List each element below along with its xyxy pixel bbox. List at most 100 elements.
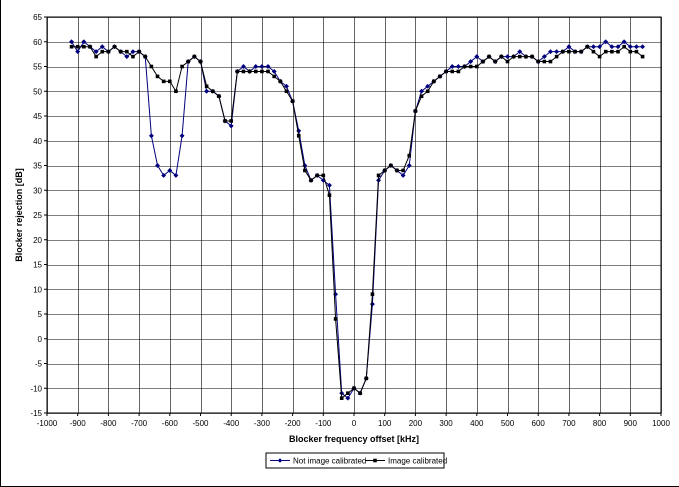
data-point bbox=[106, 49, 111, 54]
data-point bbox=[573, 49, 577, 54]
data-point bbox=[370, 292, 375, 296]
data-point bbox=[180, 64, 184, 69]
data-point bbox=[154, 162, 161, 169]
data-point bbox=[173, 172, 179, 178]
data-point bbox=[81, 39, 87, 45]
data-point bbox=[438, 74, 442, 79]
data-point bbox=[130, 49, 136, 55]
series-line-image-calibrated bbox=[71, 46, 643, 400]
data-point bbox=[253, 69, 258, 74]
data-point bbox=[425, 83, 431, 89]
data-point bbox=[511, 54, 516, 59]
data-point bbox=[640, 44, 646, 50]
data-point bbox=[266, 69, 270, 74]
data-point bbox=[444, 69, 448, 74]
data-point bbox=[272, 74, 276, 79]
data-point bbox=[536, 59, 540, 64]
data-point bbox=[228, 123, 234, 129]
data-point bbox=[75, 44, 80, 49]
data-point bbox=[585, 44, 590, 49]
data-point bbox=[326, 182, 332, 188]
data-point bbox=[69, 44, 74, 49]
x-tick-label: 700 bbox=[562, 419, 576, 428]
data-point bbox=[327, 193, 332, 197]
data-point bbox=[432, 79, 436, 84]
data-point bbox=[603, 49, 608, 54]
data-point bbox=[94, 54, 98, 59]
data-point bbox=[369, 301, 375, 307]
data-point bbox=[321, 173, 326, 178]
data-point bbox=[487, 54, 491, 59]
data-point bbox=[597, 44, 603, 50]
grid bbox=[47, 17, 662, 414]
legend-label-not-image-calibrated: Not image calibrated bbox=[293, 457, 366, 466]
x-tick-label: -800 bbox=[100, 419, 117, 428]
y-tick-label: 30 bbox=[33, 186, 42, 195]
data-point bbox=[627, 44, 633, 50]
data-point bbox=[75, 49, 81, 55]
data-point bbox=[265, 63, 271, 70]
series-image-calibrated bbox=[69, 44, 645, 400]
data-point bbox=[346, 391, 350, 395]
data-point bbox=[93, 49, 99, 55]
x-tick-label: 0 bbox=[352, 419, 357, 428]
data-point bbox=[622, 44, 626, 49]
data-point bbox=[69, 39, 75, 45]
data-point bbox=[419, 94, 424, 98]
data-point bbox=[100, 49, 105, 54]
legend-marker-not-image-calibrated bbox=[277, 458, 283, 463]
data-point bbox=[468, 64, 473, 69]
data-point bbox=[400, 172, 406, 178]
data-point bbox=[504, 54, 511, 60]
data-point bbox=[493, 59, 498, 64]
data-point bbox=[290, 99, 295, 103]
data-point bbox=[204, 84, 209, 89]
x-tick-label: -1000 bbox=[37, 419, 58, 428]
y-tick-labels: -15 -10 -5 0 5 10 15 20 25 30 35 40 45 50 55 60 65 bbox=[30, 13, 47, 418]
data-point bbox=[112, 44, 117, 49]
data-point bbox=[590, 44, 597, 50]
data-point bbox=[99, 44, 105, 50]
data-point bbox=[554, 49, 560, 55]
data-point bbox=[413, 109, 418, 113]
data-point bbox=[186, 59, 191, 64]
data-point bbox=[389, 163, 393, 168]
data-point bbox=[621, 39, 627, 45]
x-tick-labels: -1000 -900 -800 -700 -600 -500 -400 -300 -200 -10… bbox=[37, 413, 670, 428]
data-point bbox=[148, 133, 154, 139]
x-tick-label: 800 bbox=[593, 419, 607, 428]
data-point bbox=[449, 63, 455, 70]
data-point bbox=[407, 153, 412, 158]
x-tick-label: 1000 bbox=[652, 419, 670, 428]
data-point bbox=[241, 69, 246, 74]
data-point bbox=[450, 69, 455, 74]
data-point bbox=[278, 79, 283, 84]
data-point bbox=[481, 59, 485, 64]
y-tick-label: 10 bbox=[33, 285, 42, 294]
data-point bbox=[406, 162, 412, 169]
y-tick-label: 45 bbox=[33, 112, 42, 121]
data-point bbox=[364, 376, 369, 381]
y-tick-label: -15 bbox=[30, 409, 42, 418]
y-tick-label: 25 bbox=[33, 211, 42, 220]
data-point bbox=[505, 59, 510, 64]
data-point bbox=[615, 44, 621, 50]
data-point bbox=[462, 64, 467, 69]
data-point bbox=[143, 54, 148, 59]
data-point bbox=[235, 69, 240, 74]
x-tick-label: 900 bbox=[624, 419, 638, 428]
y-tick-label: 60 bbox=[33, 38, 42, 47]
data-point bbox=[554, 54, 559, 59]
x-tick-label: -500 bbox=[192, 419, 209, 428]
y-tick-label: 40 bbox=[33, 137, 42, 146]
data-point bbox=[192, 54, 197, 59]
data-point bbox=[456, 69, 461, 74]
x-tick-label: -200 bbox=[285, 419, 302, 428]
data-point bbox=[333, 317, 338, 321]
legend: Not image calibrated Image calibrated bbox=[265, 452, 447, 469]
data-point bbox=[204, 88, 210, 94]
y-axis-title: Blocker rejection [dB] bbox=[14, 168, 24, 262]
data-point bbox=[259, 63, 265, 70]
data-point bbox=[339, 396, 344, 400]
y-tick-label: 0 bbox=[38, 335, 43, 344]
